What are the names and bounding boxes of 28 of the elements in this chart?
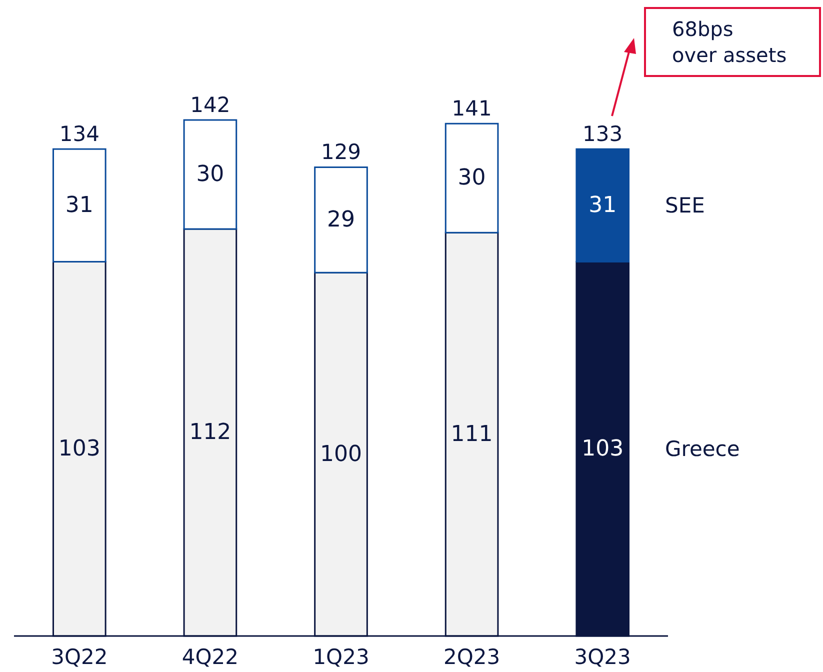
bar xyxy=(314,166,368,274)
series-label: Greece xyxy=(665,436,740,461)
data-label: 30 xyxy=(196,162,224,188)
data-label: 111 xyxy=(450,422,493,447)
total-label: 134 xyxy=(59,122,100,146)
bar xyxy=(52,148,106,262)
bar xyxy=(444,122,499,234)
total-label: 141 xyxy=(452,96,492,121)
data-label: 103 xyxy=(58,436,100,462)
x-tick-label: 3Q22 xyxy=(51,645,108,670)
text: 68bps over assets xyxy=(672,17,787,67)
total-label: 142 xyxy=(190,93,230,117)
x-tick-label: 2Q23 xyxy=(443,645,500,670)
data-label: 103 xyxy=(582,436,624,462)
data-label: 100 xyxy=(320,442,362,467)
data-label: 112 xyxy=(189,420,232,446)
series-label: SEE xyxy=(665,193,705,218)
total-label: 133 xyxy=(582,122,623,146)
data-label: 31 xyxy=(65,192,94,218)
x-tick-label: 3Q23 xyxy=(574,645,631,670)
bar xyxy=(576,148,630,262)
data-label: 30 xyxy=(458,166,486,191)
data-label: 29 xyxy=(327,207,355,232)
bar xyxy=(183,119,238,230)
data-label: 31 xyxy=(588,192,617,218)
x-tick-label: 4Q22 xyxy=(182,645,239,670)
x-tick-label: 1Q23 xyxy=(312,645,370,670)
total-label: 129 xyxy=(320,140,362,164)
